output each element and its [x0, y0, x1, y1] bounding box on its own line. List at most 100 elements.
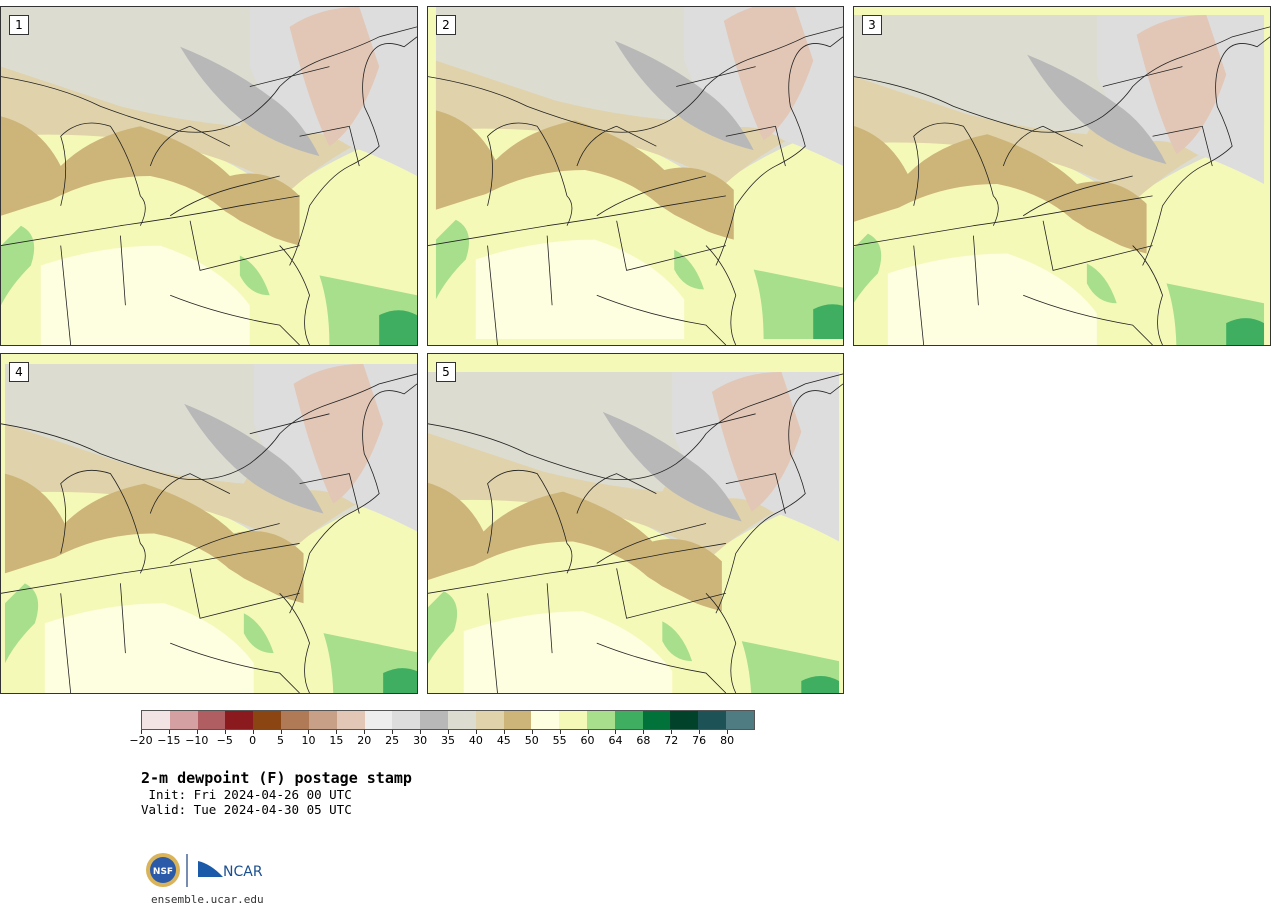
- colorbar-tick-label: −5: [216, 734, 233, 747]
- colorbar-tick: [475, 730, 477, 734]
- colorbar-tick-label: 25: [385, 734, 400, 747]
- ensemble-member-map-5: 5: [427, 353, 844, 694]
- dewpoint-contour-region: [801, 676, 840, 693]
- ncar-text: NCAR: [223, 864, 263, 880]
- dewpoint-contour-region: [711, 371, 802, 512]
- nsf-globe-icon: [150, 857, 176, 883]
- boundary-line: [428, 373, 843, 481]
- colorbar-tick-labels: −20 −15 −10 −5 0 5 10 15 20 25 30 35 40 45 50 55 60 64 68 7…: [129, 734, 755, 748]
- dewpoint-contour-region: [854, 126, 1147, 254]
- boundary-line: [1, 195, 300, 246]
- boundary-line: [487, 122, 573, 226]
- colorbar-tick: [531, 730, 533, 734]
- colorbar-tick: [671, 730, 673, 734]
- init-time: Init: Fri 2024-04-26 00 UTC: [141, 787, 352, 802]
- colorbar-tickmarks: [141, 730, 755, 734]
- dewpoint-contour-region: [428, 482, 722, 612]
- colorbar-tick-label: 68: [636, 734, 651, 747]
- geography-lines: [428, 373, 843, 693]
- dewpoint-contour-region: [1086, 263, 1117, 304]
- dewpoint-contour-region: [435, 219, 470, 300]
- dewpoint-contour-region: [674, 249, 705, 290]
- colorbar-tick: [615, 730, 617, 734]
- boundary-line: [169, 523, 280, 564]
- ncar-mark-icon: [198, 861, 223, 877]
- colorbar-tick-label: −15: [157, 734, 181, 747]
- geography-lines: [428, 26, 843, 345]
- colorbar-tick-label: 45: [496, 734, 511, 747]
- colorbar-segment: [587, 711, 615, 729]
- dewpoint-field: [1, 7, 417, 345]
- boundary-line: [715, 383, 843, 614]
- dewpoint-contour-region: [44, 603, 254, 693]
- boundary-line: [170, 642, 300, 693]
- boundary-line: [170, 294, 300, 345]
- boundary-line: [428, 195, 726, 246]
- ensemble-member-map-2: 2: [427, 6, 844, 346]
- colorbar-tick-label: 35: [441, 734, 455, 747]
- dewpoint-contour-region: [293, 363, 384, 504]
- dewpoint-contour-region: [602, 411, 742, 522]
- colorbar-tick-label: 5: [277, 734, 285, 747]
- colorbar-segment: [642, 711, 671, 729]
- dewpoint-contour-region: [813, 304, 843, 340]
- colorbar-tick: [559, 730, 561, 734]
- member-label: 5: [436, 362, 456, 382]
- colorbar-tick-label: 72: [664, 734, 679, 747]
- dewpoint-contour-region: [887, 253, 1097, 345]
- boundary-line: [1, 26, 417, 133]
- boundary-line: [428, 26, 843, 133]
- boundary-line: [676, 413, 786, 514]
- boundary-line: [854, 26, 1270, 133]
- colorbar-tick-label: 30: [413, 734, 428, 747]
- colorbar-tick: [587, 730, 589, 734]
- boundary-line: [279, 245, 310, 345]
- boundary-line: [576, 473, 657, 514]
- colorbar-tick: [252, 730, 254, 734]
- dewpoint-contour-region: [854, 233, 882, 303]
- boundary-line: [705, 593, 737, 693]
- dewpoint-contour-region: [463, 611, 673, 693]
- boundary-line: [60, 122, 146, 226]
- dewpoint-contour-region: [4, 473, 304, 604]
- boundary-line: [596, 294, 727, 345]
- colorbar-tick: [643, 730, 645, 734]
- boundary-line: [1142, 36, 1270, 266]
- dewpoint-contour-region: [428, 591, 458, 664]
- colorbar-segment: [447, 711, 476, 729]
- colorbar-segment: [308, 711, 337, 729]
- dewpoint-map: [854, 7, 1270, 345]
- ensemble-member-map-4: 4: [0, 353, 418, 694]
- dewpoint-contour-region: [180, 46, 320, 157]
- member-label: 3: [862, 15, 882, 35]
- boundary-line: [1132, 245, 1163, 345]
- colorbar-tick-label: −10: [185, 734, 209, 747]
- dewpoint-map: [1, 354, 417, 693]
- nsf-text: NSF: [153, 867, 173, 877]
- colorbar-tick-label: 55: [552, 734, 567, 747]
- boundary-line: [1, 373, 417, 481]
- dewpoint-map: [428, 7, 843, 345]
- colorbar-tick-label: 64: [608, 734, 623, 747]
- colorbar-tick: [308, 730, 310, 734]
- boundary-line: [487, 220, 726, 345]
- ensemble-member-map-3: 3: [853, 6, 1271, 346]
- dewpoint-contour-region: [1136, 14, 1227, 155]
- boundary-line: [576, 125, 657, 167]
- boundary-line: [428, 543, 726, 594]
- dewpoint-map: [428, 354, 843, 693]
- colorbar-tick-label: 0: [249, 734, 257, 747]
- boundary-line: [676, 66, 786, 167]
- dewpoint-contour-region: [1027, 54, 1167, 165]
- colorbar-tick: [727, 730, 729, 734]
- boundary-line: [596, 642, 727, 693]
- boundary-line: [705, 245, 737, 345]
- colorbar-tick: [392, 730, 394, 734]
- boundary-line: [854, 195, 1153, 246]
- dewpoint-contour-region: [475, 239, 685, 340]
- colorbar-segment: [503, 711, 532, 729]
- colorbar-tick: [168, 730, 170, 734]
- colorbar-segment: [169, 711, 198, 729]
- boundary-line: [289, 36, 417, 266]
- geography-lines: [854, 26, 1270, 345]
